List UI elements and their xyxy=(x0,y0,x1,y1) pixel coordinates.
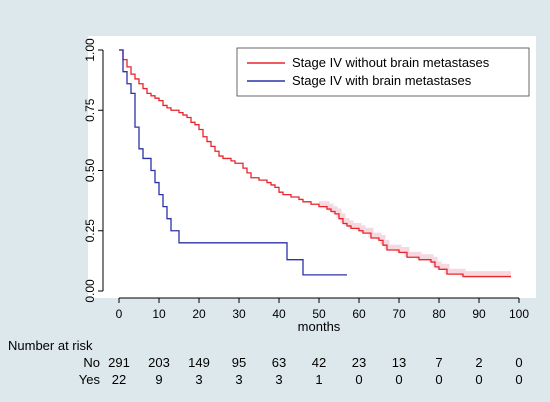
risk-value: 0 xyxy=(515,355,522,370)
x-tick-label: 0 xyxy=(116,307,123,321)
risk-row-label-no: No xyxy=(83,355,100,370)
survival-curves xyxy=(119,49,511,278)
y-tick-label: 0.25 xyxy=(83,219,97,243)
risk-value: 13 xyxy=(392,355,406,370)
x-tick-label: 80 xyxy=(432,307,446,321)
risk-value: 42 xyxy=(312,355,326,370)
risk-row-label-yes: Yes xyxy=(79,372,101,387)
y-tick-label: 0.00 xyxy=(83,279,97,303)
legend-label-without: Stage IV without brain metastases xyxy=(292,55,490,70)
x-tick-label: 90 xyxy=(472,307,486,321)
legend: Stage IV without brain metastases Stage … xyxy=(236,47,530,97)
x-tick-label: 70 xyxy=(392,307,406,321)
risk-value: 3 xyxy=(235,372,242,387)
risk-value: 149 xyxy=(188,355,210,370)
risk-value: 0 xyxy=(355,372,362,387)
legend-label-with: Stage IV with brain metastases xyxy=(292,73,472,88)
risk-value: 22 xyxy=(112,372,126,387)
x-ticks: 0 10 20 30 40 50 60 70 80 90 100 xyxy=(116,298,529,321)
risk-value: 1 xyxy=(315,372,322,387)
y-ticks: 0.00 0.25 0.50 0.75 1.00 xyxy=(83,38,103,303)
risk-value: 0 xyxy=(435,372,442,387)
legend-box xyxy=(236,47,530,97)
risk-value: 95 xyxy=(232,355,246,370)
axes: 0.00 0.25 0.50 0.75 1.00 0 10 20 30 40 50 60 70 80 90… xyxy=(83,38,529,321)
risk-table: Number at risk No Yes 291 203 149 95 63 42 23 1… xyxy=(8,338,523,387)
risk-value: 3 xyxy=(195,372,202,387)
risk-value: 0 xyxy=(395,372,402,387)
risk-value: 0 xyxy=(515,372,522,387)
risk-value: 0 xyxy=(475,372,482,387)
x-tick-label: 100 xyxy=(509,307,529,321)
risk-value: 9 xyxy=(155,372,162,387)
risk-value: 63 xyxy=(272,355,286,370)
x-tick-label: 40 xyxy=(272,307,286,321)
x-tick-label: 20 xyxy=(192,307,206,321)
x-tick-label: 30 xyxy=(232,307,246,321)
curve-with-brain-metastases xyxy=(119,49,347,276)
risk-value: 3 xyxy=(275,372,282,387)
y-tick-label: 0.50 xyxy=(83,158,97,182)
risk-value: 291 xyxy=(108,355,130,370)
curve-without-brain-metastases xyxy=(119,49,511,278)
x-tick-label: 60 xyxy=(352,307,366,321)
risk-value: 2 xyxy=(475,355,482,370)
risk-value: 23 xyxy=(352,355,366,370)
risk-values: 291 203 149 95 63 42 23 13 7 2 0 22 9 3 3 3 1 0 0 0 0 0 xyxy=(108,355,522,387)
x-axis-label: months xyxy=(298,319,341,334)
risk-value: 7 xyxy=(435,355,442,370)
risk-value: 203 xyxy=(148,355,170,370)
risk-table-title: Number at risk xyxy=(8,338,93,353)
x-tick-label: 50 xyxy=(312,307,326,321)
y-tick-label: 0.75 xyxy=(83,98,97,122)
x-tick-label: 10 xyxy=(152,307,166,321)
y-tick-label: 1.00 xyxy=(83,38,97,62)
